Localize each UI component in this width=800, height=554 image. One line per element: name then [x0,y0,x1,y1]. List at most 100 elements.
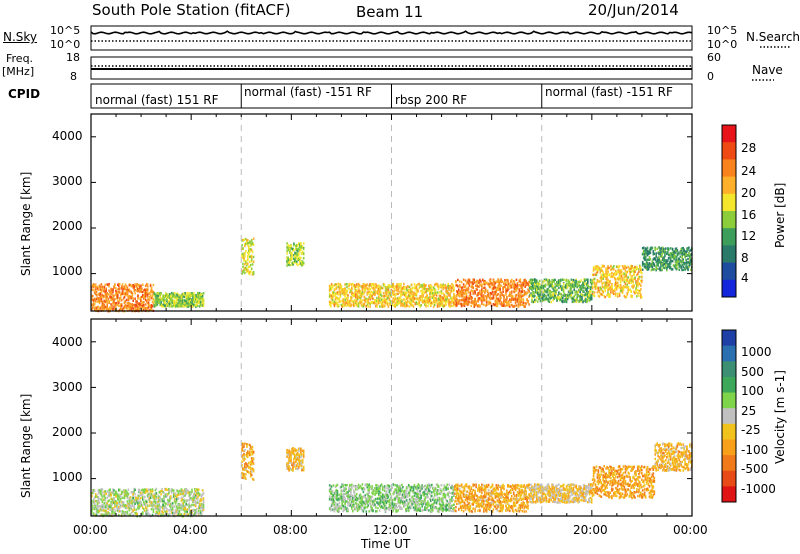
power-cell [138,287,140,291]
power-cell [141,302,143,305]
power-cell [606,281,608,284]
power-cell [117,303,119,307]
power-cell [670,268,673,271]
power-cell [574,299,577,303]
power-cell [176,305,179,308]
velocity-cell [115,490,117,493]
power-cell [488,296,491,300]
power-cell [452,289,454,293]
velocity-cell [123,504,126,508]
power-cell [630,278,632,282]
power-cell [599,287,602,291]
power-cell [380,298,383,301]
power-cell [420,285,422,288]
velocity-cell [106,507,108,510]
power-cell [621,279,624,282]
power-cell [159,292,161,295]
power-cell [580,293,582,296]
power-cell [156,292,159,295]
velocity-cell [136,512,138,516]
power-cell [473,281,475,284]
power-cell [401,302,403,305]
power-cell [198,305,201,308]
power-cell [475,300,477,303]
power-cell [375,286,377,289]
power-cell [633,272,635,275]
power-cell [656,247,658,250]
power-cell [449,302,451,305]
power-cell [680,247,682,251]
power-cell [645,251,648,255]
power-cell [522,302,525,305]
power-cell [583,299,585,303]
power-cell [189,300,191,303]
power-cell [295,247,297,251]
power-cell [393,298,395,302]
power-cell [347,303,349,306]
power-cell [453,293,455,296]
power-cell [450,288,452,291]
power-cell [161,297,163,300]
power-cell [417,283,420,286]
power-cell [671,260,674,263]
velocity-cell [137,499,139,502]
power-cell [489,291,492,295]
power-cell [110,296,112,299]
power-cell [403,303,405,306]
power-cell [182,304,185,308]
power-cell [660,261,662,264]
power-cell [635,282,637,285]
power-cell [683,251,685,254]
power-cell [379,301,382,304]
power-cell [629,273,631,276]
power-cell [536,282,539,286]
power-cell [365,297,368,301]
power-cell [477,293,479,297]
power-cell [400,282,402,286]
power-cell [683,253,685,256]
velocity-cell [112,509,114,512]
power-cell [186,295,188,299]
velocity-cell [92,506,95,509]
power-cell [541,295,544,298]
power-cell [636,273,638,277]
power-cell [565,300,568,304]
power-cell [603,294,605,298]
power-cell [110,303,112,306]
power-cell [134,283,136,286]
power-cell [666,261,668,264]
power-cell [119,307,122,310]
power-cell [467,286,470,289]
power-cell [291,257,293,260]
velocity-cell [116,504,118,508]
power-cell [477,297,479,300]
power-cell [359,290,362,293]
power-cell [542,298,545,301]
power-cell [404,298,406,302]
power-cell [389,300,392,303]
power-cell [646,252,649,255]
power-cell [140,284,142,287]
power-cell [481,299,483,302]
power-cell [568,289,571,292]
power-cell [667,263,670,266]
power-cell [109,307,111,310]
power-cell [431,295,433,298]
x-axis-title: Time UT [361,537,411,551]
power-cell [252,243,255,246]
velocity-cell [92,489,95,492]
power-cell [365,305,368,308]
power-cell [561,288,563,291]
power-cell [474,304,476,307]
power-cell [477,292,479,295]
power-cell [613,274,615,278]
power-cell [654,258,656,261]
power-cell [561,300,563,303]
power-cell [662,257,664,260]
power-cell [554,291,556,294]
power-cell [464,298,467,302]
power-cell [333,300,336,304]
power-cell [429,296,431,299]
power-cell [180,303,183,307]
power-cell [414,302,417,305]
